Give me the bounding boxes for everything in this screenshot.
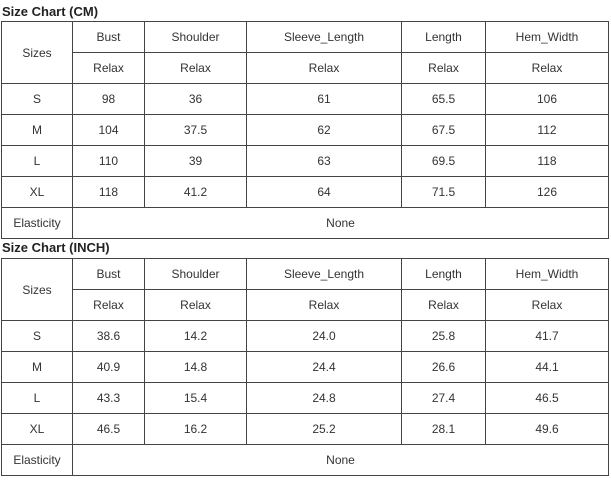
value-cell: 44.1 (485, 351, 609, 383)
column-header: Sleeve_Length (246, 21, 402, 53)
value-cell: 61 (246, 83, 402, 115)
value-cell: 43.3 (72, 382, 145, 414)
column-header: Length (401, 21, 486, 53)
size-cell: M (1, 114, 73, 146)
table-row: M 104 37.5 62 67.5 112 (1, 114, 609, 146)
value-cell: 67.5 (401, 114, 486, 146)
value-cell: 39 (144, 145, 247, 177)
header-row: Sizes Bust Shoulder Sleeve_Length Length Hem_… (1, 258, 609, 321)
value-cell: 25.8 (401, 320, 486, 352)
size-cell: S (1, 320, 73, 352)
elasticity-label: Elasticity (1, 444, 73, 476)
table-row: XL 46.5 16.2 25.2 28.1 49.6 (1, 413, 609, 445)
column-header: Shoulder (144, 258, 247, 290)
fit-cell: Relax (246, 289, 402, 321)
table-row: L 110 39 63 69.5 118 (1, 145, 609, 177)
value-cell: 118 (72, 176, 145, 208)
column-header: Bust (72, 258, 145, 290)
size-chart-section: Size Chart (INCH) Sizes Bust Shoulder Sleeve… (0, 239, 611, 476)
table-row: S 38.6 14.2 24.0 25.8 41.7 (1, 320, 609, 352)
value-cell: 41.7 (485, 320, 609, 352)
column-header: Length (401, 258, 486, 290)
elasticity-label: Elasticity (1, 207, 73, 239)
size-cell: L (1, 145, 73, 177)
value-cell: 14.8 (144, 351, 247, 383)
value-cell: 46.5 (72, 413, 145, 445)
fit-cell: Relax (144, 289, 247, 321)
value-cell: 40.9 (72, 351, 145, 383)
value-cell: 27.4 (401, 382, 486, 414)
size-cell: XL (1, 176, 73, 208)
value-cell: 118 (485, 145, 609, 177)
header-row: Sizes Bust Shoulder Sleeve_Length Length Hem_… (1, 21, 609, 84)
elasticity-row: Elasticity None (1, 444, 609, 476)
table-row: L 43.3 15.4 24.8 27.4 46.5 (1, 382, 609, 414)
value-cell: 110 (72, 145, 145, 177)
value-cell: 36 (144, 83, 247, 115)
value-cell: 65.5 (401, 83, 486, 115)
value-cell: 63 (246, 145, 402, 177)
value-cell: 24.8 (246, 382, 402, 414)
size-table: Sizes Bust Shoulder Sleeve_Length Length Hem_… (1, 21, 609, 239)
fit-cell: Relax (485, 52, 609, 84)
value-cell: 62 (246, 114, 402, 146)
table-row: S 98 36 61 65.5 106 (1, 83, 609, 115)
size-cell: L (1, 382, 73, 414)
fit-row: Relax Relax Relax Relax Relax (2, 289, 609, 321)
size-charts: Size Chart (CM) Sizes Bust Shoulder Sleeve_L… (0, 0, 611, 476)
size-cell: M (1, 351, 73, 383)
section-title: Size Chart (CM) (2, 4, 99, 19)
value-cell: 24.0 (246, 320, 402, 352)
value-cell: 112 (485, 114, 609, 146)
elasticity-row: Elasticity None (1, 207, 609, 239)
value-cell: 16.2 (144, 413, 247, 445)
column-header: Bust (72, 21, 145, 53)
fit-cell: Relax (401, 289, 486, 321)
value-cell: 46.5 (485, 382, 609, 414)
size-table: Sizes Bust Shoulder Sleeve_Length Length Hem_… (1, 258, 609, 476)
value-cell: 14.2 (144, 320, 247, 352)
elasticity-value: None (72, 207, 609, 239)
value-cell: 15.4 (144, 382, 247, 414)
fit-cell: Relax (246, 52, 402, 84)
value-cell: 37.5 (144, 114, 247, 146)
value-cell: 26.6 (401, 351, 486, 383)
table-row: XL 118 41.2 64 71.5 126 (1, 176, 609, 208)
fit-cell: Relax (485, 289, 609, 321)
fit-row: Relax Relax Relax Relax Relax (2, 52, 609, 84)
size-cell: XL (1, 413, 73, 445)
value-cell: 98 (72, 83, 145, 115)
value-cell: 24.4 (246, 351, 402, 383)
column-header: Hem_Width (485, 21, 609, 53)
sizes-header: Sizes (1, 258, 73, 321)
size-chart-section: Size Chart (CM) Sizes Bust Shoulder Sleeve_L… (0, 0, 611, 239)
fit-cell: Relax (72, 52, 145, 84)
fit-cell: Relax (144, 52, 247, 84)
value-cell: 28.1 (401, 413, 486, 445)
value-cell: 38.6 (72, 320, 145, 352)
value-cell: 49.6 (485, 413, 609, 445)
value-cell: 69.5 (401, 145, 486, 177)
column-header: Hem_Width (485, 258, 609, 290)
elasticity-value: None (72, 444, 609, 476)
value-cell: 41.2 (144, 176, 247, 208)
value-cell: 64 (246, 176, 402, 208)
column-header: Sleeve_Length (246, 258, 402, 290)
section-title: Size Chart (INCH) (2, 240, 110, 255)
value-cell: 104 (72, 114, 145, 146)
size-cell: S (1, 83, 73, 115)
sizes-header: Sizes (1, 21, 73, 84)
column-header: Shoulder (144, 21, 247, 53)
value-cell: 106 (485, 83, 609, 115)
value-cell: 126 (485, 176, 609, 208)
fit-cell: Relax (401, 52, 486, 84)
value-cell: 71.5 (401, 176, 486, 208)
fit-cell: Relax (72, 289, 145, 321)
value-cell: 25.2 (246, 413, 402, 445)
table-row: M 40.9 14.8 24.4 26.6 44.1 (1, 351, 609, 383)
